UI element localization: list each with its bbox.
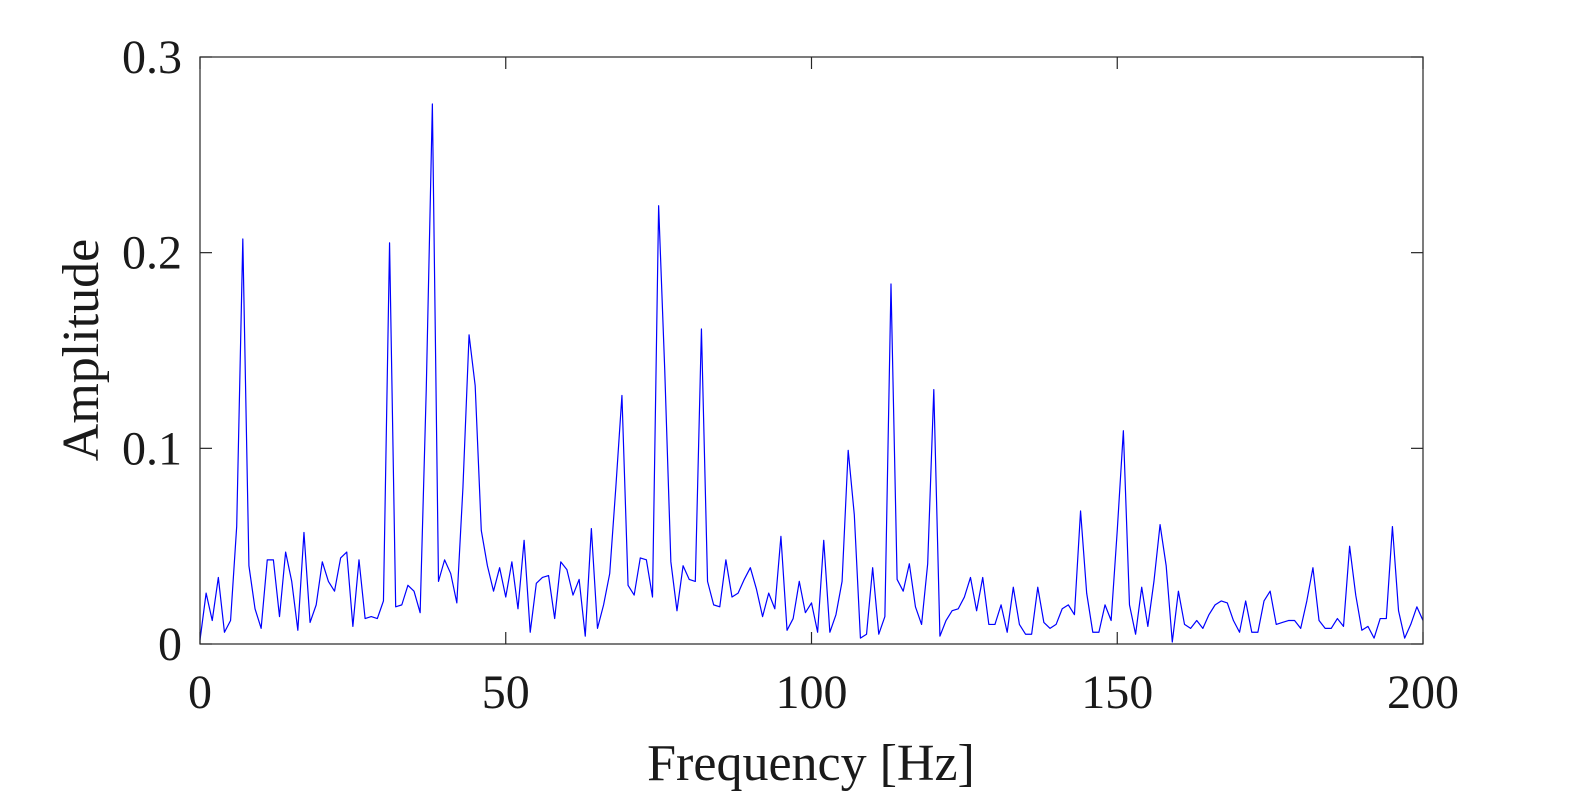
y-tick-label: 0.1 <box>122 422 182 475</box>
y-tick-label: 0.2 <box>122 227 182 280</box>
plot-frame <box>199 56 1424 645</box>
x-tick-label: 150 <box>1081 666 1153 719</box>
x-tick-labels: 0 50 100 150 200 <box>188 666 1459 719</box>
y-tick-label: 0 <box>158 618 182 671</box>
x-tick-label: 50 <box>482 666 530 719</box>
x-tick-label: 200 <box>1387 666 1459 719</box>
y-tick-label: 0.3 <box>122 31 182 84</box>
x-tick-label: 100 <box>776 666 848 719</box>
y-axis-label: Amplitude <box>53 239 110 461</box>
y-tick-labels: 0 0.1 0.2 0.3 <box>122 31 182 671</box>
plot-background <box>200 57 1423 644</box>
amplitude-series-line <box>199 103 1424 643</box>
x-tick-label: 0 <box>188 666 212 719</box>
x-axis-label: Frequency [Hz] <box>647 735 975 791</box>
